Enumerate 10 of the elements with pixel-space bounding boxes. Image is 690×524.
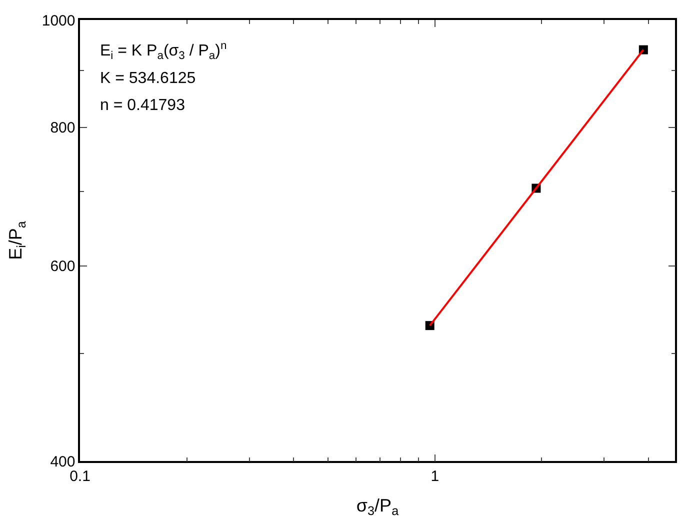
y-tick-label: 1000 [42,12,76,30]
x-axis-title: σ$_{3}$/P$_{a}$ [356,495,399,518]
annotation: n = 0.41793 [100,97,186,114]
y-tick-label: 400 [50,453,76,470]
y-tick-label: 800 [50,120,76,137]
x-tick-label: 0.1 [70,468,90,485]
x-tick-label: 1 [430,468,440,485]
y-tick-label: 600 [50,258,76,276]
text: E$_{i}$ = K P$_{a}$(σ$_{3}$ / P$_{a}$)$^{n}$ [100,40,227,62]
annotation: K = 534.6125 [100,70,196,87]
